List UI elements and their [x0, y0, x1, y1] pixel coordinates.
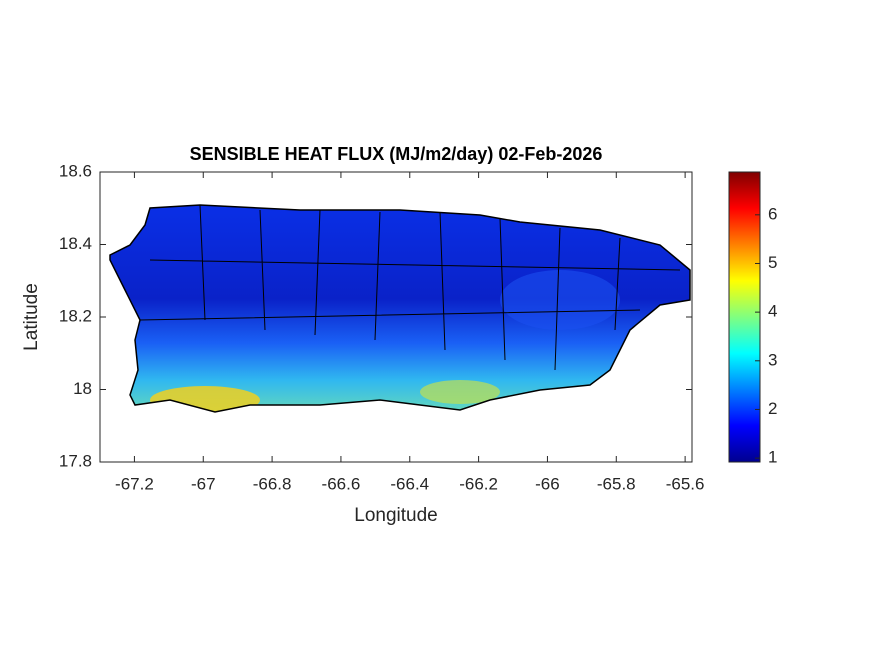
x-tick-label: -66.4: [390, 474, 429, 493]
y-tick-label: 18.6: [59, 161, 92, 180]
colorbar-tick-label: 5: [768, 253, 777, 272]
x-tick-label: -66: [535, 474, 560, 493]
y-tick-label: 18: [73, 379, 92, 398]
x-tick-label: -65.6: [666, 474, 705, 493]
colorbar: [728, 171, 761, 463]
y-tick-label: 18.4: [59, 234, 92, 253]
x-tick-label: -66.2: [459, 474, 498, 493]
x-axis-label: Longitude: [354, 505, 437, 526]
x-tick-label: -67: [191, 474, 216, 493]
colorbar-tick-label: 6: [768, 204, 777, 223]
y-axis-label: Latitude: [21, 283, 42, 351]
chart-title: SENSIBLE HEAT FLUX (MJ/m2/day) 02-Feb-20…: [190, 144, 603, 164]
x-tick-label: -67.2: [115, 474, 154, 493]
island: [110, 205, 690, 412]
municipal-borders: [139, 204, 681, 371]
x-tick-label: -65.8: [597, 474, 636, 493]
x-tick-label: -66.6: [322, 474, 361, 493]
colorbar-tick-label: 3: [768, 350, 777, 369]
y-tick-label: 18.2: [59, 306, 92, 325]
y-tick-label: 17.8: [59, 451, 92, 470]
colorbar-tick-label: 4: [768, 302, 777, 321]
colorbar-tick-label: 1: [768, 448, 777, 467]
colorbar-tick-label: 2: [768, 399, 777, 418]
coastline: [109, 204, 691, 413]
x-tick-label: -66.8: [253, 474, 292, 493]
